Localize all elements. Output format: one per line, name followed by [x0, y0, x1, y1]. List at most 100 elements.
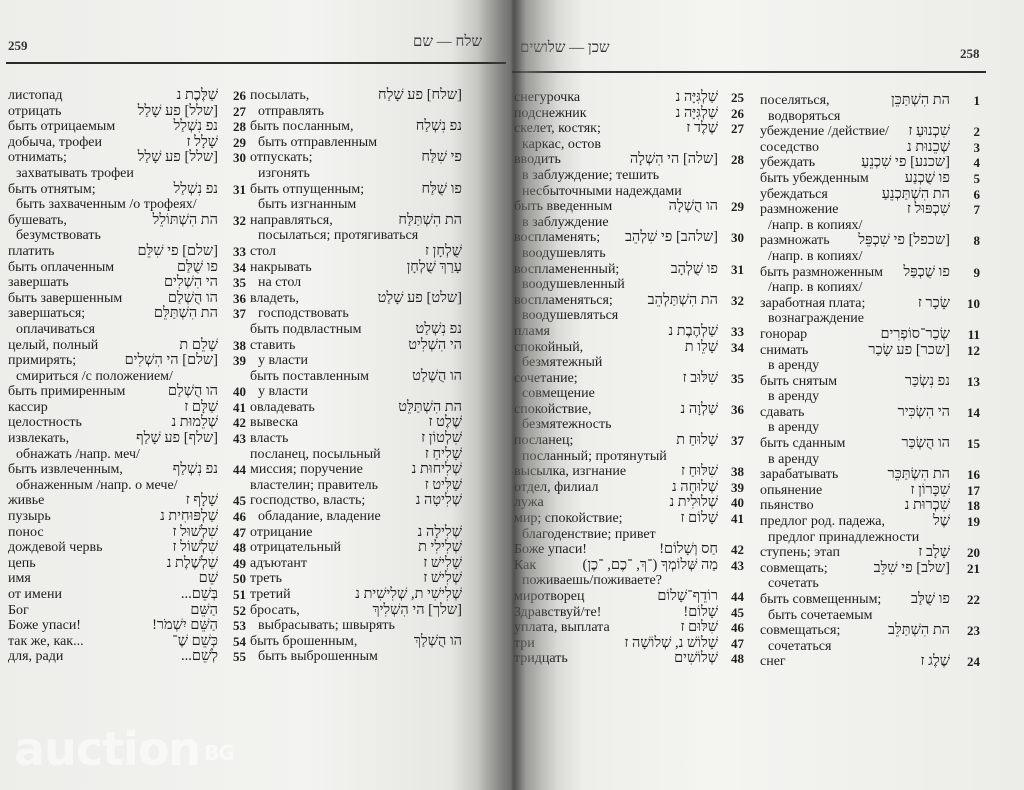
dictionary-entry-row: убеждаться הת הִשְׁתַּכְנֵעַ 6 — [760, 186, 980, 203]
dictionary-entry-row: оплачиваться — [8, 322, 240, 338]
dictionary-entry-row: вывеска שֶׁלֶט ז — [250, 415, 462, 431]
hebrew-headword: שִׁלְשׁוּל ז — [172, 523, 218, 540]
dictionary-entry-row: Здравствуй/те! שָׁלוֹם! 45 — [514, 604, 746, 621]
russian-translation: убеждаться — [760, 186, 828, 202]
entry-number: 26 — [233, 88, 246, 103]
russian-translation: быть изгнанным — [258, 197, 357, 213]
dictionary-entry-row: сочетание; שִׁלּוּב ז 35 — [514, 370, 746, 387]
russian-translation: убеждать — [760, 155, 816, 171]
hebrew-headword: שְׁלִילִי ת — [418, 539, 462, 556]
hebrew-headword: נפ נִשְׁלַט — [415, 320, 462, 337]
dictionary-entry-row: размножение שִׁכְפּוּל ז 7 — [760, 202, 980, 218]
russian-translation: овладевать — [250, 399, 315, 415]
russian-translation: /напр. в копиях/ — [768, 248, 863, 264]
russian-translation: зарабатывать — [760, 467, 839, 483]
russian-translation: изгонять — [258, 165, 310, 181]
entry-number: 9 — [973, 264, 981, 280]
russian-translation: сочетание; — [514, 370, 578, 386]
russian-translation: извлекать, — [8, 431, 70, 447]
russian-translation: быть снятым — [760, 373, 838, 389]
dictionary-entry-row: в заблуждение; тешить — [514, 168, 746, 184]
dictionary-entry-row: безмятежный — [514, 355, 746, 371]
entry-number: 22 — [967, 592, 980, 607]
hebrew-headword: שֵׁם — [198, 570, 218, 587]
hebrew-headword: [שלך] הי הִשְׁלִיךְ — [372, 601, 462, 618]
dictionary-entry-row: быть отправленным — [250, 135, 462, 151]
column-left-2: посылать, [שלח] פע שָׁלַח отправлять быть п… — [250, 87, 462, 665]
entry-number: 36 — [731, 401, 744, 417]
dictionary-entry-row: быть отрицаемым נפ נִשְׁלַל 28 — [8, 119, 246, 135]
hebrew-headword: [שלח] פע שָׁלַח — [378, 87, 462, 103]
russian-translation: накрывать — [250, 259, 312, 275]
russian-translation: обладание, владение — [258, 509, 381, 525]
hebrew-headword: כְּשֵׁם שֶׁ־ — [172, 632, 218, 649]
hebrew-headword: פו שֻׁלְהָב — [670, 260, 718, 277]
dictionary-entry-row: лужа שְׁלוּלִית נ 40 — [514, 495, 746, 511]
entry-number: 42 — [731, 542, 744, 558]
hebrew-headword: רוֹדֵף־שָׁלוֹם — [657, 588, 718, 604]
hebrew-headword: הת הִשְׁתַּלֵּם — [153, 305, 218, 322]
dictionary-entry-row: Бог הַשֵּׁם 52 — [8, 602, 246, 619]
hebrew-headword: הת הִשְׁתַּכֵּן — [890, 92, 950, 108]
russian-translation: предлог принадлежности — [768, 529, 920, 545]
hebrew-headword: שַׁלְגִּיָּה נ — [675, 104, 718, 121]
dictionary-entry-row: завершаться; הת הִשְׁתַּלֵּם 37 — [8, 305, 246, 322]
russian-translation: посланец, посыльный — [250, 446, 381, 462]
russian-translation: быть сданным — [760, 436, 846, 452]
russian-translation: быть убежденным — [760, 170, 869, 186]
dictionary-entry-row: направляться, הת הִשְׁתַּלַּח — [250, 211, 462, 229]
dictionary-entry-row: тридцать שְׁלוֹשִׁים 48 — [514, 651, 746, 667]
hebrew-headword: [שכפל] פי שִׁכְפֵּל — [858, 232, 950, 249]
hebrew-headword: שֻׁלְחָן ז — [425, 242, 462, 259]
russian-translation: отрицать — [8, 103, 62, 119]
russian-translation: пузырь — [8, 509, 51, 525]
dictionary-entry-row: в заблуждение — [514, 215, 746, 231]
russian-translation: быть сочетаемым — [768, 607, 873, 623]
russian-translation: уплата, выплата — [514, 620, 610, 636]
dictionary-entry-row: отнимать; [שלל] פע שָׁלַל 30 — [8, 150, 246, 166]
hebrew-headword: שָׂכָר ז — [917, 294, 950, 311]
dictionary-entry-row: отрицать [שלל] פע שָׁלַל 27 — [8, 103, 246, 120]
dictionary-entry-row: безумствовать — [8, 228, 240, 244]
russian-translation: мир; спокойствие; — [514, 511, 623, 527]
dictionary-entry-row: изгонять — [250, 166, 462, 182]
hebrew-headword: הו הֻשְׁלַךְ — [413, 632, 462, 649]
russian-translation: бросать, — [250, 602, 300, 618]
russian-translation: воодушевляться — [522, 308, 619, 324]
entry-number: 48 — [731, 651, 744, 667]
russian-translation: благоденствие; привет — [522, 526, 656, 542]
dictionary-entry-row: так же, как... כְּשֵׁם שֶׁ־ 54 — [8, 632, 246, 650]
hebrew-headword: שִׁלְטוֹן ז — [421, 430, 462, 447]
dictionary-entry-row: каркас, остов — [514, 137, 746, 153]
russian-translation: воспламенять; — [514, 230, 601, 246]
hebrew-headword: עָרַךְ שֻׁלְחָן — [406, 258, 462, 275]
entry-number: 12 — [967, 342, 980, 358]
russian-translation: подснежник — [514, 105, 587, 121]
hebrew-headword: [שכנע] פי שִׁכְנֵעַ — [861, 154, 950, 171]
dictionary-entry-row: поселяться, הת הִשְׁתַּכֵּן 1 — [760, 92, 980, 109]
dictionary-entry-row: воодушевленный — [514, 277, 746, 293]
entry-number: 49 — [233, 555, 246, 571]
russian-translation: в заблуждение — [522, 214, 609, 230]
russian-translation: третий — [250, 587, 291, 602]
hebrew-headword: שַׁלְוָה נ — [680, 400, 718, 417]
russian-translation: бушевать, — [8, 212, 67, 228]
dictionary-entry-row: цепь שַׁלְשֶׁלֶת נ 49 — [8, 555, 246, 572]
dictionary-entry-row: быть введенным הו הֻשְׁלָה 29 — [514, 199, 746, 215]
hebrew-headword: [שכר] פע שָׂכַר — [868, 341, 950, 358]
hebrew-headword: שְׁלוּחָה נ — [671, 478, 718, 495]
dictionary-entry-row: посылаться; протягиваться — [250, 228, 462, 244]
hebrew-headword: הת הִשְׁתַּלַּח — [398, 211, 462, 228]
dictionary-entry-row: в аренду — [760, 420, 980, 436]
hebrew-headword: שְׁלוּלִית נ — [669, 494, 718, 511]
entry-number: 21 — [967, 560, 980, 576]
dictionary-entry-row: от имени בְּשֵׁם... 51 — [8, 586, 246, 603]
dictionary-entry-row: овладевать הת הִשְׁתַּלֵּט — [250, 399, 462, 416]
russian-translation: безмятежность — [522, 417, 612, 433]
entry-number: 35 — [233, 275, 246, 291]
dictionary-entry-row: гонорар שְׂכַר־סוֹפְרִים 11 — [760, 326, 980, 343]
hebrew-headword: [שלה] הי הִשְׁלָה — [629, 151, 718, 168]
russian-translation: адъютант — [250, 555, 307, 571]
russian-translation: заработная плата; — [760, 295, 866, 311]
dictionary-entry-row: у власти — [250, 384, 462, 400]
